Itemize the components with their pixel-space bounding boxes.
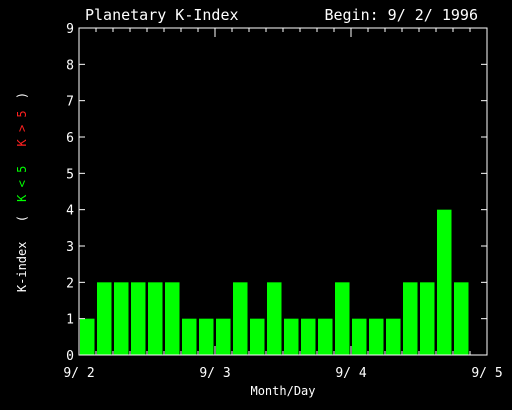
- x-axis-label: Month/Day: [250, 384, 315, 398]
- x-tick-label-3: 9/ 5: [471, 366, 502, 381]
- y-tick-label-1: 1: [66, 313, 74, 328]
- y-axis-label-close-paren: ): [15, 92, 29, 99]
- y-tick-label-3: 3: [66, 240, 74, 255]
- y-axis-label: K-index ( K < 5 K > 5 ): [15, 92, 29, 292]
- plot-frame: [78, 27, 488, 356]
- bar-7: [199, 318, 214, 355]
- y-axis-label-main: K-index: [15, 242, 29, 293]
- bar-18: [386, 318, 401, 355]
- bar-20: [420, 282, 435, 355]
- chart-title: Planetary K-Index: [85, 6, 239, 24]
- y-tick-label-4: 4: [66, 204, 74, 219]
- svg-text:K-index ( K < 5: K-index ( K < 5 K > 5 ): [15, 92, 29, 292]
- y-tick-label-6: 6: [66, 131, 74, 146]
- chart-subtitle: Begin: 9/ 2/ 1996: [324, 6, 478, 24]
- bar-9: [233, 282, 248, 355]
- y-tick-label-9: 9: [66, 22, 74, 37]
- y-axis-label-open-paren: (: [15, 215, 29, 222]
- bar-2: [114, 282, 129, 355]
- bar-22: [454, 282, 469, 355]
- bar-15: [335, 282, 350, 355]
- y-tick-label-8: 8: [66, 58, 74, 73]
- bar-4: [148, 282, 163, 355]
- y-tick-label-2: 2: [66, 276, 74, 291]
- bar-19: [403, 282, 418, 355]
- bar-11: [267, 282, 282, 355]
- tick-labels-group: 0 1 2 3 4 5 6 7 8 9 9/ 2 9/ 3 9/ 4 9/ 5: [63, 22, 502, 381]
- bar-6: [182, 318, 197, 355]
- y-tick-label-5: 5: [66, 167, 74, 182]
- y-axis-label-high: K > 5: [15, 110, 29, 146]
- y-tick-label-0: 0: [66, 349, 74, 364]
- x-tick-label-1: 9/ 3: [199, 366, 230, 381]
- bar-3: [131, 282, 146, 355]
- x-tick-label-2: 9/ 4: [335, 366, 366, 381]
- bar-14: [318, 318, 333, 355]
- bar-1: [97, 282, 112, 355]
- bar-16: [352, 318, 367, 355]
- bar-21: [437, 209, 452, 355]
- bar-12: [284, 318, 299, 355]
- bars-group: [80, 209, 469, 355]
- bar-10: [250, 318, 265, 355]
- bar-0: [80, 318, 95, 355]
- x-tick-label-0: 9/ 2: [63, 366, 94, 381]
- bar-8: [216, 318, 231, 355]
- bar-17: [369, 318, 384, 355]
- y-tick-label-7: 7: [66, 95, 74, 110]
- bar-5: [165, 282, 180, 355]
- y-axis-label-low: K < 5: [15, 166, 29, 202]
- bar-13: [301, 318, 316, 355]
